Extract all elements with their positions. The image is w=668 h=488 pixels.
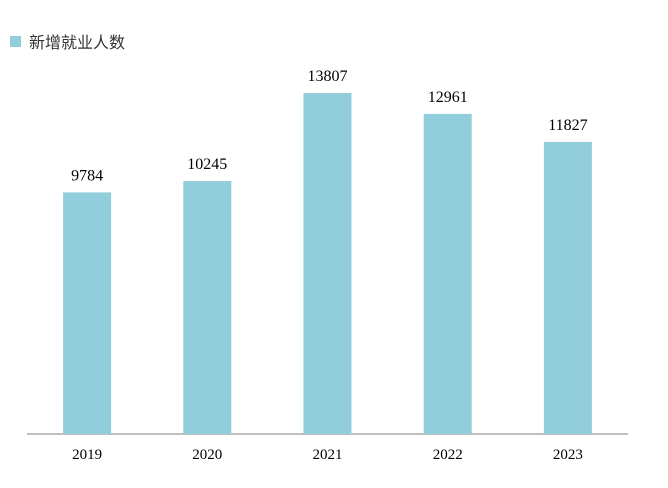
legend-swatch: [10, 35, 21, 47]
legend: 新增就业人数: [10, 29, 125, 53]
data-label-2022: 12961: [428, 89, 468, 106]
x-tick-label-2022: 2022: [433, 447, 463, 463]
data-label-2023: 11827: [548, 117, 587, 134]
x-tick-label-2020: 2020: [192, 447, 222, 463]
legend-label: 新增就业人数: [29, 33, 126, 52]
bar-2022: [423, 113, 472, 435]
x-tick-label-2023: 2023: [553, 447, 583, 463]
data-label-2020: 10245: [187, 156, 227, 173]
data-label-2021: 13807: [308, 68, 348, 85]
x-tick-label-2021: 2021: [313, 447, 343, 463]
x-tick-label-2019: 2019: [72, 447, 102, 463]
bar-2019: [63, 192, 112, 434]
data-label-2019: 9784: [71, 167, 103, 184]
bar-2020: [183, 181, 232, 434]
bar-2023: [543, 141, 592, 434]
bar-2021: [303, 93, 352, 434]
